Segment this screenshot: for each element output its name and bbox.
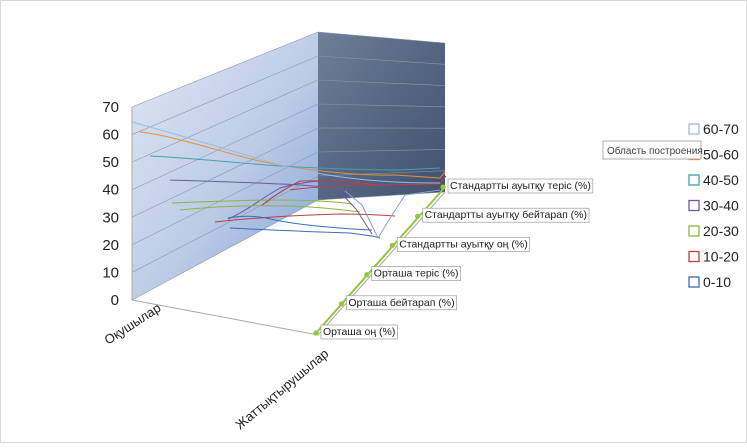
contour-60-70 [131, 121, 441, 184]
z-tick-label: 10 [102, 264, 119, 281]
contour-50-60 [139, 131, 446, 179]
depth-tick-marker [338, 301, 344, 307]
wall-gridline [131, 191, 446, 301]
legend-swatch [688, 123, 700, 135]
depth-category-label: Стандартты ауытқу теріс (%) [447, 178, 594, 194]
legend-item: 60-70 [688, 121, 739, 137]
legend-item: 20-30 [688, 223, 739, 239]
left-back-wall [132, 32, 318, 300]
depth-tick-marker [364, 272, 370, 278]
wall-gridlines [131, 31, 446, 301]
depth-category-label: Орташа оң (%) [320, 324, 398, 340]
contour-20-30-a [171, 199, 353, 205]
depth-tick-marker [313, 330, 319, 336]
legend-swatch [688, 276, 700, 288]
z-tick-label: 20 [102, 237, 119, 254]
depth-label-box [346, 295, 457, 311]
contour-10-20-a [261, 180, 376, 206]
legend-label: 10-20 [703, 249, 739, 265]
depth-tick-marker [440, 184, 446, 190]
depth-category-text: Орташа оң (%) [323, 326, 395, 338]
surface-contours [131, 121, 447, 240]
depth-category-label: Орташа теріс (%) [371, 266, 461, 281]
contour-dip-2 [339, 191, 373, 235]
legend: 60-70 50-60 40-50 30-40 20-30 10-20 0-10 [688, 121, 739, 290]
wall-gridline [131, 103, 446, 190]
z-tick-label: 50 [102, 154, 119, 171]
legend-item: 10-20 [688, 249, 739, 265]
wall-gridline [131, 55, 446, 135]
depth-tick-marker [389, 242, 395, 248]
legend-swatch [688, 174, 700, 186]
z-tick-label: 70 [102, 99, 119, 116]
legend-label: 50-60 [703, 147, 739, 163]
legend-item: 0-10 [688, 274, 731, 290]
legend-label: 30-40 [703, 198, 739, 214]
legend-label: 40-50 [703, 172, 739, 188]
wall-gridline [131, 149, 446, 246]
wall-gridline [131, 127, 446, 218]
depth-label-box [371, 266, 461, 281]
z-tick-label: 60 [102, 127, 119, 144]
depth-label-box [320, 324, 398, 340]
contour-20-30-b [179, 205, 361, 213]
depth-category-label: Стандартты ауытқу бейтарап (%) [422, 207, 590, 223]
z-tick-label: 40 [102, 182, 119, 199]
z-tick-label: 0 [111, 292, 119, 309]
tooltip-text: Область построения [607, 145, 703, 157]
contour-dip [344, 189, 441, 240]
contour-40-50 [149, 155, 441, 171]
legend-item: 30-40 [688, 198, 739, 214]
wall-gridline [131, 170, 446, 273]
legend-swatch [688, 225, 700, 237]
depth-category-label: Орташа бейтарап (%) [346, 295, 457, 311]
z-tick-label: 30 [102, 209, 119, 226]
z-axis-ticks: 0 10 20 30 40 50 60 70 [102, 99, 119, 309]
depth-category-text: Стандартты ауытқу бейтарап (%) [425, 209, 587, 221]
depth-tick-marker [415, 213, 421, 219]
legend-item: 40-50 [688, 172, 739, 188]
depth-category-text: Орташа теріс (%) [374, 268, 459, 280]
legend-label: 0-10 [703, 274, 731, 290]
depth-axis-labels: Орташа оң (%) Орташа бейтарап (%) Орташа т… [313, 178, 594, 340]
legend-swatch [688, 199, 700, 212]
depth-category-text: Стандартты ауытқу оң (%) [399, 238, 528, 250]
right-back-wall [318, 32, 445, 200]
legend-label: 60-70 [703, 121, 739, 137]
contour-0-10-b [227, 215, 373, 231]
legend-swatch [688, 250, 700, 263]
series-category-label: Жаттықтырушылар [232, 346, 331, 433]
depth-category-label: Стандартты ауытқу оң (%) [396, 237, 531, 252]
contour-10-20-c [289, 175, 447, 191]
legend-label: 20-30 [703, 223, 739, 239]
depth-category-text: Стандартты ауытқу теріс (%) [450, 180, 591, 192]
depth-category-text: Орташа бейтарап (%) [348, 297, 454, 309]
wall-gridline [131, 79, 446, 163]
depth-label-box [422, 207, 590, 223]
contour-0-10-a [229, 227, 381, 239]
depth-label-box [447, 178, 594, 194]
contour-10-20-b [214, 213, 396, 223]
wall-gridline [131, 31, 446, 108]
contour-30-40-a [169, 179, 353, 191]
tooltip: Область построения [602, 140, 703, 160]
depth-label-box [396, 237, 531, 252]
